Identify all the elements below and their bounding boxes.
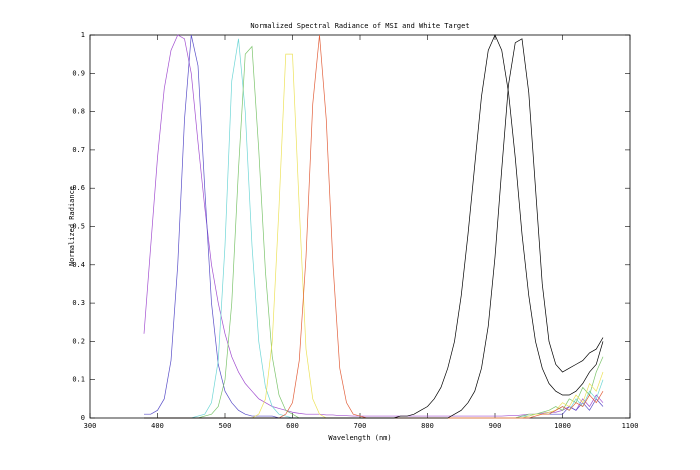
y-tick-label: 0.4 [72,261,85,269]
x-tick-label: 300 [84,422,97,430]
x-tick-label: 900 [489,422,502,430]
x-tick-label: 1000 [554,422,571,430]
x-tick-label: 800 [421,422,434,430]
x-axis-label: Wavelength (nm) [328,434,391,442]
series-line [144,38,604,419]
y-tick-label: 1 [81,31,85,39]
y-tick-label: 0 [81,414,85,422]
x-tick-label: 400 [151,422,164,430]
y-tick-label: 0.1 [72,376,85,384]
chart-title: Normalized Spectral Radiance of MSI and … [250,22,469,30]
y-tick-label: 0.7 [72,146,85,154]
y-tick-label: 0.5 [72,223,85,231]
x-tick-label: 600 [286,422,299,430]
x-tick-label: 700 [354,422,367,430]
y-tick-label: 0.3 [72,299,85,307]
series-line [143,34,604,417]
y-tick-label: 0.8 [72,108,85,116]
y-tick-label: 0.6 [72,184,85,192]
x-tick-label: 500 [219,422,232,430]
y-tick-label: 0.2 [72,337,85,345]
y-tick-label: 0.9 [72,69,85,77]
y-axis-label: Normalized Radiance [68,186,76,266]
x-tick-label: 1100 [622,422,639,430]
